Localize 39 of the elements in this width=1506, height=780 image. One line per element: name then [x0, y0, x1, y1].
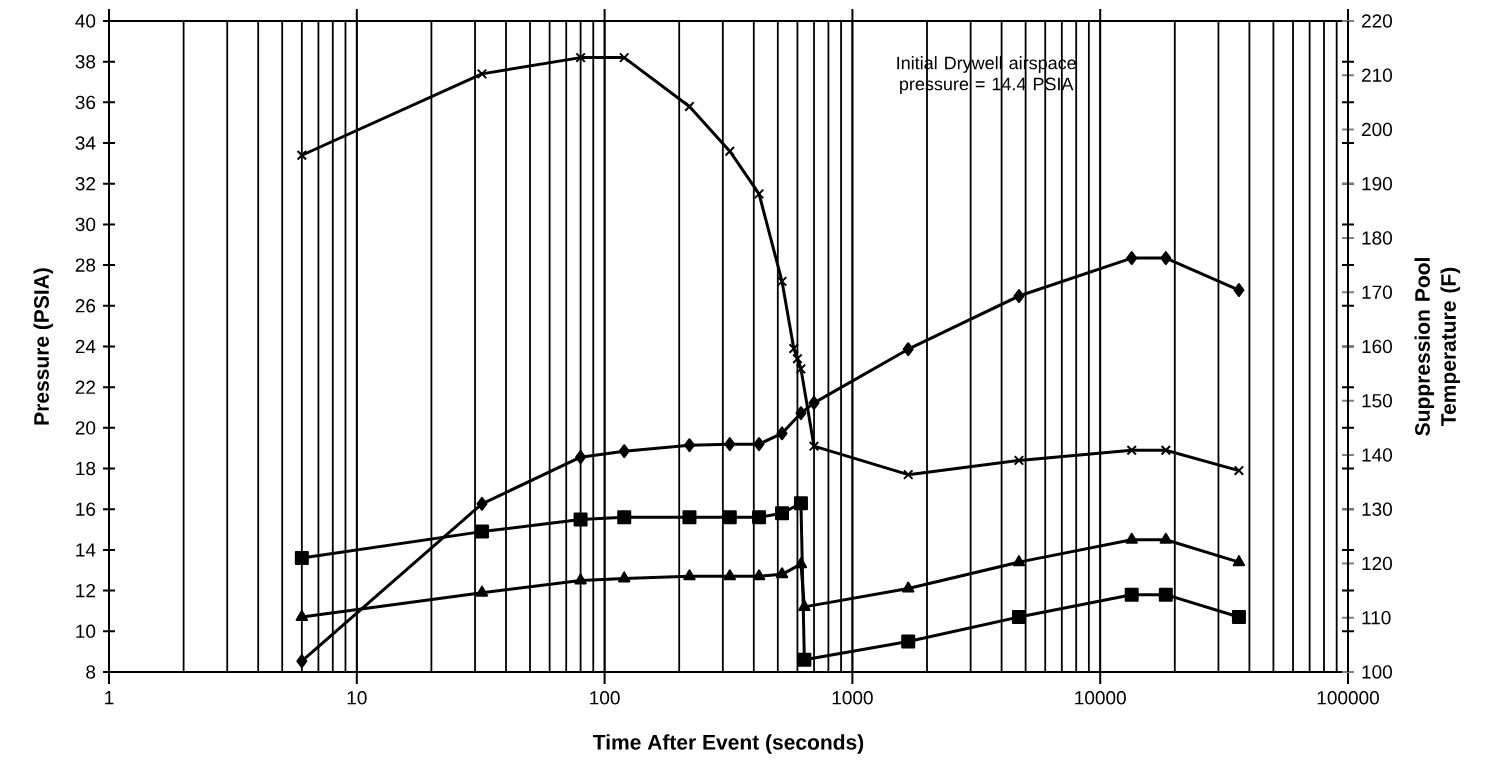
y-tick-label: 22	[75, 380, 96, 394]
y-tick-label: 16	[76, 502, 96, 516]
x-tick-label: 10000	[1075, 691, 1126, 705]
y-tick-label: 8	[86, 665, 96, 679]
y2-tick-label: 220	[1361, 14, 1392, 28]
y-tick-label: 32	[75, 177, 96, 191]
x-tick-label: 100	[590, 691, 620, 705]
y-tick-label: 18	[76, 461, 96, 476]
y-tick-label: 34	[75, 136, 96, 150]
y-tick-label: 20	[75, 421, 96, 435]
x-tick-label: 1000	[832, 691, 873, 705]
y-axis-title: Pressure (PSIA)	[33, 268, 54, 425]
y2-tick-label: 150	[1362, 394, 1392, 408]
y2-tick-label: 100	[1362, 665, 1392, 679]
y2-tick-label: 180	[1362, 231, 1392, 245]
y-tick-label: 28	[75, 258, 96, 272]
y2-tick-label: 120	[1362, 556, 1392, 571]
y-tick-label: 30	[75, 217, 96, 232]
y2-tick-label: 210	[1361, 68, 1392, 82]
y-tick-label: 40	[75, 14, 96, 28]
x-tick-label: 10	[347, 691, 367, 705]
y-tick-label: 38	[75, 54, 96, 69]
y2-tick-label: 170	[1362, 285, 1392, 299]
y-tick-label: 36	[75, 95, 96, 110]
y-tick-label: 10	[76, 624, 96, 639]
y2-tick-label: 160	[1362, 339, 1392, 354]
y-tick-label: 12	[76, 583, 96, 598]
y2-tick-label: 200	[1361, 122, 1392, 137]
x-tick-label: 100000	[1317, 691, 1379, 705]
x-tick-label: 1	[105, 691, 114, 705]
y-tick-label: 14	[76, 543, 96, 557]
y2-axis-title: Suppression Pool Temperature (F)	[1414, 258, 1461, 436]
y-tick-label: 26	[75, 299, 96, 313]
y2-tick-label: 140	[1362, 448, 1392, 462]
y2-tick-label: 190	[1362, 177, 1392, 191]
x-axis-title: Time After Event (seconds)	[593, 734, 864, 754]
y2-tick-label: 110	[1362, 611, 1391, 625]
y2-tick-label: 130	[1362, 502, 1392, 516]
y-tick-label: 24	[75, 339, 96, 354]
